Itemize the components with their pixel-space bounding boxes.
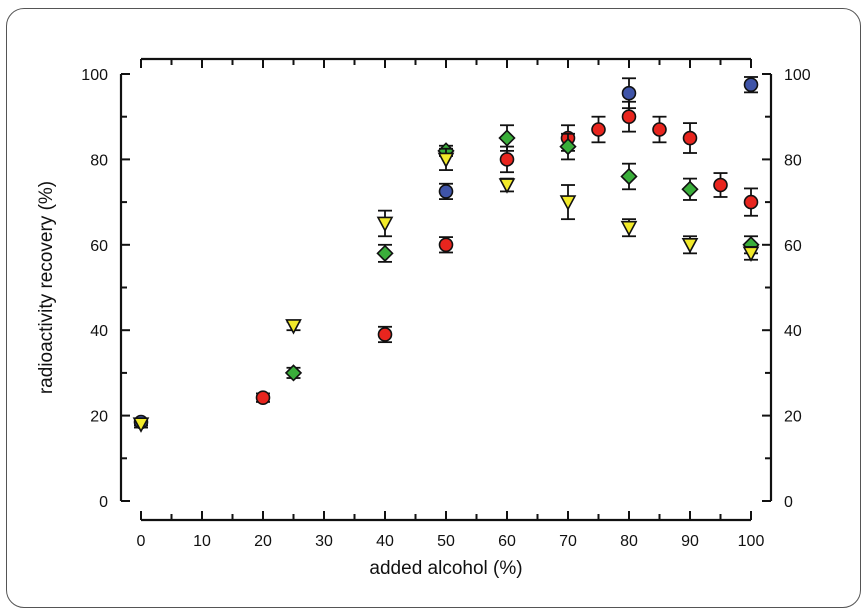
y-tick-label: 40 (90, 323, 108, 340)
x-tick-label: 0 (137, 533, 146, 550)
x-tick-label: 10 (193, 533, 211, 550)
y-right-tick-label: 40 (784, 323, 802, 340)
data-point (713, 177, 728, 193)
data-point (437, 152, 455, 169)
x-tick-label: 70 (559, 533, 577, 550)
y-right-tick-label: 100 (784, 67, 811, 84)
data-point (285, 319, 302, 335)
data-point (743, 77, 759, 92)
data-point (438, 237, 454, 253)
data-point (682, 130, 698, 146)
y-tick-label: 100 (81, 67, 108, 84)
y-right-tick-label: 80 (784, 152, 802, 169)
x-tick-label: 20 (254, 533, 272, 550)
data-point (742, 246, 760, 263)
data-point (743, 194, 759, 210)
data-point (681, 180, 699, 198)
data-point (621, 109, 637, 124)
data-point (621, 85, 637, 101)
y-tick-label: 60 (90, 238, 108, 255)
data-point (681, 238, 699, 254)
x-tick-label: 30 (315, 533, 333, 550)
x-tick-label: 90 (681, 533, 699, 550)
data-point (376, 216, 394, 233)
data-point (652, 122, 667, 137)
data-point (620, 167, 638, 186)
data-point (559, 195, 577, 211)
y-axis-title: radioactivity recovery (%) (36, 181, 57, 394)
y-right-tick-label: 0 (784, 494, 793, 511)
scatter-chart: 0 10 20 30 40 50 60 70 80 90 100 0 20 40 60 80 100 0 20 40 6… (36, 57, 811, 579)
x-axis-title: added alcohol (%) (369, 558, 522, 579)
series-0 (255, 100, 759, 405)
data-point (559, 137, 577, 156)
data-point (620, 220, 638, 237)
x-tick-label: 100 (738, 533, 765, 550)
x-tick-label: 80 (620, 533, 638, 550)
data-point (132, 417, 150, 433)
data-point (498, 129, 516, 147)
chart-frame (6, 8, 861, 608)
data-point (377, 327, 393, 342)
data-point (255, 390, 271, 405)
data-point (284, 364, 303, 382)
x-tick-label: 60 (498, 533, 516, 550)
data-point (591, 122, 606, 137)
x-tick-label: 40 (376, 533, 394, 550)
y-right-tick-label: 60 (784, 238, 802, 255)
data-point (376, 244, 394, 262)
y-tick-label: 20 (90, 409, 108, 426)
y-tick-label: 80 (90, 152, 108, 169)
x-tick-label: 50 (437, 533, 455, 550)
y-tick-label: 0 (99, 494, 108, 511)
y-right-tick-label: 20 (784, 409, 802, 426)
data-point (498, 178, 516, 194)
data-point (499, 152, 515, 167)
series-3 (132, 147, 760, 433)
data-point (438, 184, 454, 199)
